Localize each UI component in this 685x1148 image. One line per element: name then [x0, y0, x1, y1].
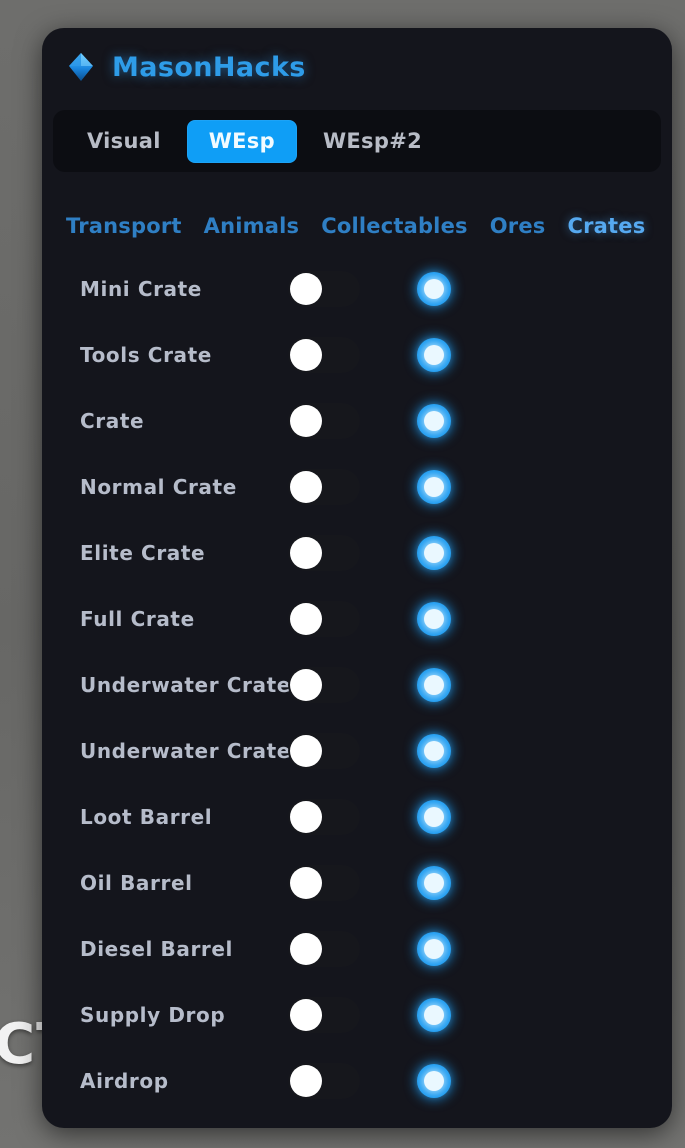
list-item: Loot Barrel — [42, 784, 672, 850]
list-item: Full Crate — [42, 586, 672, 652]
list-item: Underwater Crate — [42, 718, 672, 784]
toggle-knob — [290, 537, 322, 569]
tab-wesp[interactable]: WEsp — [186, 119, 297, 163]
option-radio[interactable] — [417, 470, 451, 504]
toggle-knob — [290, 999, 322, 1031]
toggle-knob — [290, 669, 322, 701]
option-toggle[interactable] — [288, 601, 360, 637]
blue-gem-icon — [69, 53, 93, 81]
option-label: Loot Barrel — [80, 805, 213, 829]
category-transport[interactable]: Transport — [66, 214, 182, 238]
radio-core — [424, 675, 444, 695]
radio-core — [424, 873, 444, 893]
option-toggle[interactable] — [288, 403, 360, 439]
option-radio[interactable] — [417, 272, 451, 306]
option-toggle[interactable] — [288, 865, 360, 901]
category-collectables[interactable]: Collectables — [321, 214, 468, 238]
option-label: Tools Crate — [80, 343, 212, 367]
toggle-knob — [290, 801, 322, 833]
toggle-knob — [290, 339, 322, 371]
option-label: Airdrop — [80, 1069, 169, 1093]
cheat-menu-panel: MasonHacks Visual WEsp WEsp#2 Transport … — [42, 28, 672, 1128]
option-radio[interactable] — [417, 536, 451, 570]
option-toggle[interactable] — [288, 931, 360, 967]
toggle-knob — [290, 471, 322, 503]
radio-core — [424, 741, 444, 761]
option-toggle[interactable] — [288, 469, 360, 505]
toggle-knob — [290, 735, 322, 767]
option-label: Mini Crate — [80, 277, 202, 301]
tab-bar: Visual WEsp WEsp#2 — [53, 110, 661, 172]
option-toggle[interactable] — [288, 667, 360, 703]
option-label: Diesel Barrel — [80, 937, 233, 961]
radio-core — [424, 1071, 444, 1091]
category-crates[interactable]: Crates — [567, 214, 646, 238]
toggle-knob — [290, 1065, 322, 1097]
toggle-knob — [290, 867, 322, 899]
esp-option-list: Mini Crate Tools Crate Crate Normal Crate El… — [42, 256, 672, 1114]
category-ores[interactable]: Ores — [489, 214, 546, 238]
option-label: Underwater Crate — [80, 673, 291, 697]
option-radio[interactable] — [417, 932, 451, 966]
radio-core — [424, 345, 444, 365]
option-toggle[interactable] — [288, 535, 360, 571]
radio-core — [424, 279, 444, 299]
tab-wesp2[interactable]: WEsp#2 — [322, 128, 423, 153]
option-label: Full Crate — [80, 607, 195, 631]
list-item: Diesel Barrel — [42, 916, 672, 982]
option-radio[interactable] — [417, 1064, 451, 1098]
list-item: Crate — [42, 388, 672, 454]
radio-core — [424, 411, 444, 431]
tab-visual[interactable]: Visual — [87, 128, 161, 153]
list-item: Oil Barrel — [42, 850, 672, 916]
panel-header: MasonHacks — [42, 28, 672, 106]
option-toggle[interactable] — [288, 337, 360, 373]
list-item: Normal Crate — [42, 454, 672, 520]
option-toggle[interactable] — [288, 799, 360, 835]
option-radio[interactable] — [417, 800, 451, 834]
category-nav: Transport Animals Collectables Ores Crat… — [66, 214, 662, 238]
toggle-knob — [290, 933, 322, 965]
toggle-knob — [290, 405, 322, 437]
category-animals[interactable]: Animals — [203, 214, 300, 238]
option-label: Elite Crate — [80, 541, 206, 565]
list-item: Mini Crate — [42, 256, 672, 322]
radio-core — [424, 939, 444, 959]
toggle-knob — [290, 603, 322, 635]
toggle-knob — [290, 273, 322, 305]
option-label: Crate — [80, 409, 145, 433]
option-radio[interactable] — [417, 998, 451, 1032]
option-toggle[interactable] — [288, 1063, 360, 1099]
option-toggle[interactable] — [288, 271, 360, 307]
option-radio[interactable] — [417, 404, 451, 438]
option-label: Normal Crate — [80, 475, 237, 499]
list-item: Tools Crate — [42, 322, 672, 388]
list-item: Elite Crate — [42, 520, 672, 586]
option-label: Underwater Crate — [80, 739, 291, 763]
list-item: Supply Drop — [42, 982, 672, 1048]
app-title: MasonHacks — [112, 51, 306, 83]
radio-core — [424, 609, 444, 629]
option-radio[interactable] — [417, 602, 451, 636]
option-radio[interactable] — [417, 734, 451, 768]
option-radio[interactable] — [417, 338, 451, 372]
radio-core — [424, 477, 444, 497]
option-radio[interactable] — [417, 668, 451, 702]
list-item: Underwater Crate — [42, 652, 672, 718]
option-toggle[interactable] — [288, 733, 360, 769]
radio-core — [424, 543, 444, 563]
radio-core — [424, 807, 444, 827]
option-toggle[interactable] — [288, 997, 360, 1033]
list-item: Airdrop — [42, 1048, 672, 1114]
option-label: Supply Drop — [80, 1003, 226, 1027]
radio-core — [424, 1005, 444, 1025]
option-radio[interactable] — [417, 866, 451, 900]
option-label: Oil Barrel — [80, 871, 193, 895]
